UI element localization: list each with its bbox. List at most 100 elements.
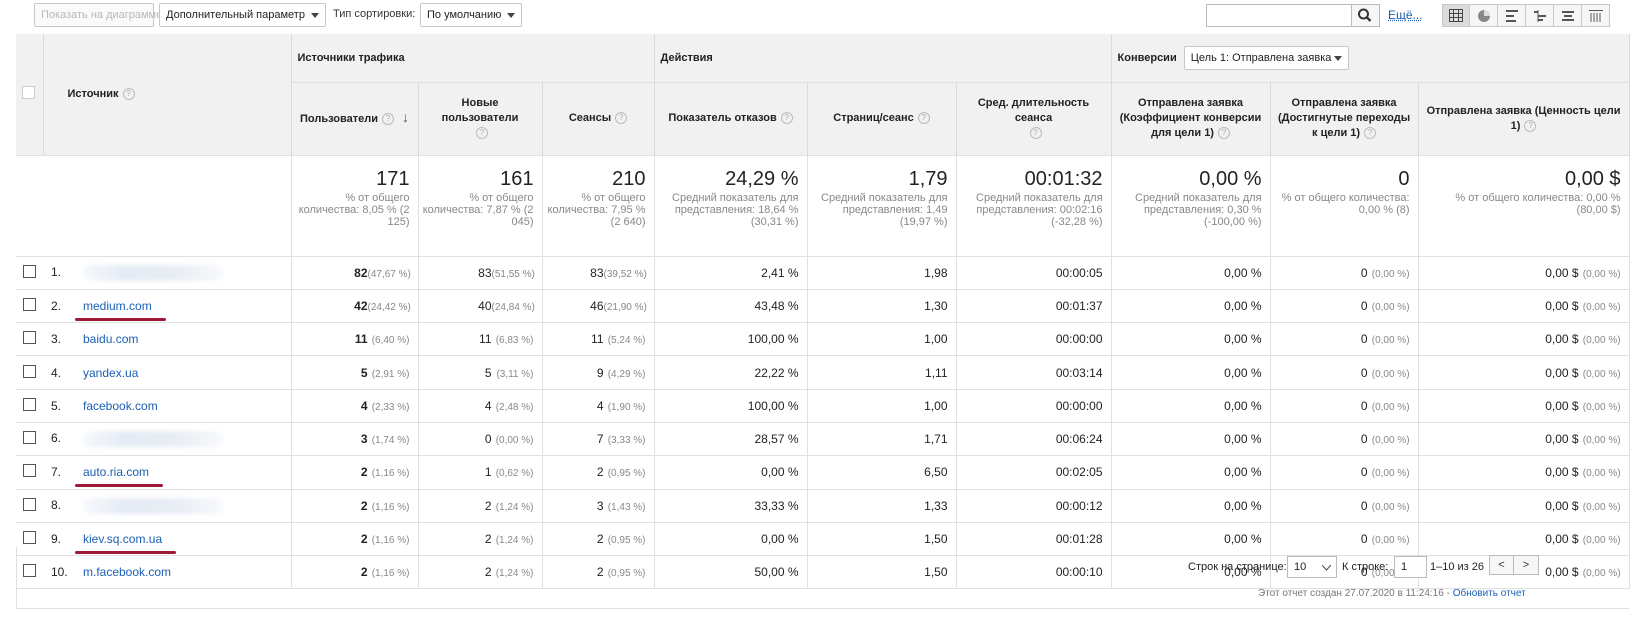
row-checkbox[interactable]: [23, 497, 36, 511]
row-checkbox[interactable]: [23, 431, 36, 445]
col-sessions[interactable]: Сеансы?: [542, 82, 655, 156]
value-cell-percent: (0,00 %): [1582, 301, 1621, 313]
completions-cell-value: 0: [1360, 432, 1368, 447]
help-icon[interactable]: ?: [917, 112, 930, 125]
more-options-link[interactable]: Ещё...: [1388, 8, 1423, 22]
pivot-table-icon: [1588, 9, 1603, 22]
source-link[interactable]: yandex.ua: [83, 365, 139, 380]
col-avg-duration[interactable]: Сред. длительность сеанса?: [956, 82, 1112, 156]
source-link[interactable]: m.facebook.com: [83, 565, 172, 580]
value-cell: 0,00 $ (0,00 %): [1418, 256, 1630, 290]
col-pages-per-session[interactable]: Страниц/сеанс?: [807, 82, 957, 156]
view-table-button[interactable]: [1442, 4, 1470, 27]
redacted-source[interactable]: [83, 497, 223, 514]
prev-page-button[interactable]: <: [1489, 555, 1514, 575]
total-duration: 00:01:32 Средний показатель для представл…: [956, 155, 1112, 257]
highlight-underline: [75, 317, 166, 321]
pages-cell-value: 1,98: [924, 265, 948, 280]
view-term-cloud-button[interactable]: [1554, 4, 1582, 27]
users-cell-value: 2: [360, 565, 368, 580]
conv-rate-cell-value: 0,00 %: [1224, 432, 1262, 447]
pages-cell: 1,00: [807, 322, 957, 357]
bounce-cell-value: 2,41 %: [761, 265, 799, 280]
col-conversion-rate[interactable]: Отправлена заявка (Коэффициент конверсии…: [1111, 82, 1271, 156]
secondary-dimension-dropdown[interactable]: Дополнительный параметр: [159, 3, 326, 27]
col-new-users[interactable]: Новые пользователи?: [418, 82, 543, 156]
source-link[interactable]: baidu.com: [83, 332, 139, 347]
redacted-source[interactable]: [83, 431, 223, 448]
goal-dropdown[interactable]: Цель 1: Отправлена заявка: [1183, 45, 1349, 70]
help-icon[interactable]: ?: [615, 112, 628, 125]
row-select-cell: [16, 389, 43, 423]
pagination-arrows: < >: [1489, 555, 1539, 575]
conv-rate-cell: 0,00 %: [1111, 289, 1271, 324]
view-pie-button[interactable]: [1470, 4, 1498, 27]
help-icon[interactable]: ?: [1029, 127, 1042, 140]
value-cell-percent: (0,00 %): [1582, 568, 1621, 580]
help-icon[interactable]: ?: [122, 88, 135, 101]
redacted-source[interactable]: [83, 264, 223, 281]
help-icon[interactable]: ?: [1217, 127, 1230, 140]
pages-cell-value: 1,50: [924, 565, 948, 580]
table-search-input[interactable]: [1206, 4, 1352, 27]
col-source[interactable]: Источник?: [43, 34, 292, 156]
value-cell-percent: (0,00 %): [1582, 368, 1621, 380]
row-checkbox[interactable]: [23, 264, 36, 278]
next-page-button[interactable]: >: [1514, 555, 1539, 575]
sort-type-dropdown[interactable]: По умолчанию: [420, 3, 522, 27]
pages-cell: 1,71: [807, 422, 957, 457]
view-performance-button[interactable]: [1498, 4, 1526, 27]
value-cell: 0,00 $ (0,00 %): [1418, 555, 1630, 590]
source-cell: 2. medium.com: [43, 289, 292, 324]
completions-cell-value: 0: [1360, 398, 1368, 413]
go-to-row-input[interactable]: 1: [1394, 556, 1427, 578]
help-icon[interactable]: ?: [476, 127, 488, 140]
duration-cell-value: 00:00:00: [1055, 398, 1103, 413]
table-row: 3. baidu.com 11 (6,40 %) 11 (6,83 %) 11 (5,24 %…: [16, 322, 1630, 357]
search-button[interactable]: [1352, 4, 1380, 27]
row-checkbox[interactable]: [23, 297, 36, 311]
value-cell-percent: (0,00 %): [1582, 401, 1621, 413]
duration-cell: 00:00:10: [956, 555, 1112, 590]
bounce-cell-value: 22,22 %: [754, 365, 799, 380]
row-checkbox[interactable]: [23, 331, 36, 345]
row-checkbox[interactable]: [23, 531, 36, 545]
completions-cell: 0 (0,00 %): [1270, 322, 1419, 357]
help-icon[interactable]: ?: [1524, 119, 1537, 132]
users-cell: 2 (1,16 %): [291, 489, 419, 523]
completions-cell: 0 (0,00 %): [1270, 389, 1419, 423]
total-sessions: 210% от общего количества: 7,95 % (2 640…: [542, 155, 655, 257]
source-cell: 5. facebook.com: [43, 389, 292, 423]
col-users[interactable]: Пользователи? ↓: [291, 82, 419, 156]
select-all-checkbox[interactable]: [22, 86, 35, 100]
source-link[interactable]: facebook.com: [83, 398, 158, 413]
show-on-chart-button[interactable]: Показать на диаграмме: [34, 3, 162, 27]
refresh-report-link[interactable]: Обновить отчет: [1452, 588, 1526, 599]
row-index: 7.: [51, 465, 62, 480]
help-icon[interactable]: ?: [382, 113, 394, 126]
row-index: 9.: [51, 532, 62, 547]
table-row: 4. yandex.ua 5 (2,91 %) 5 (3,11 %) 9 (4,29 %) 22…: [16, 355, 1630, 390]
col-bounce-rate[interactable]: Показатель отказов?: [654, 82, 808, 156]
totals-empty-cell: [16, 155, 43, 257]
row-checkbox[interactable]: [23, 397, 36, 411]
source-link[interactable]: kiev.sq.com.ua: [83, 532, 163, 547]
duration-cell-value: 00:03:14: [1055, 365, 1103, 380]
col-goal-completions[interactable]: Отправлена заявка (Достигнутые переходы …: [1270, 82, 1419, 156]
report-created-text: Этот отчет создан 27.07.2020 в 11:24:16 …: [1258, 588, 1450, 599]
row-checkbox[interactable]: [23, 364, 36, 378]
row-checkbox[interactable]: [23, 564, 36, 578]
help-icon[interactable]: ?: [1364, 127, 1377, 140]
col-goal-value[interactable]: Отправлена заявка (Ценность цели 1)?: [1418, 82, 1630, 156]
totals-label-cell: [43, 155, 292, 257]
row-checkbox[interactable]: [23, 464, 36, 478]
value-cell-percent: (0,00 %): [1582, 535, 1621, 547]
view-pivot-button[interactable]: [1582, 4, 1610, 27]
help-icon[interactable]: ?: [780, 112, 793, 125]
value-cell-value: 0,00 $: [1545, 332, 1579, 347]
group-conversions-label: Конверсии: [1117, 51, 1177, 64]
source-link[interactable]: auto.ria.com: [83, 465, 150, 480]
source-link[interactable]: medium.com: [83, 298, 152, 313]
view-comparison-button[interactable]: [1526, 4, 1554, 27]
rows-per-page-select[interactable]: 10: [1287, 556, 1337, 578]
